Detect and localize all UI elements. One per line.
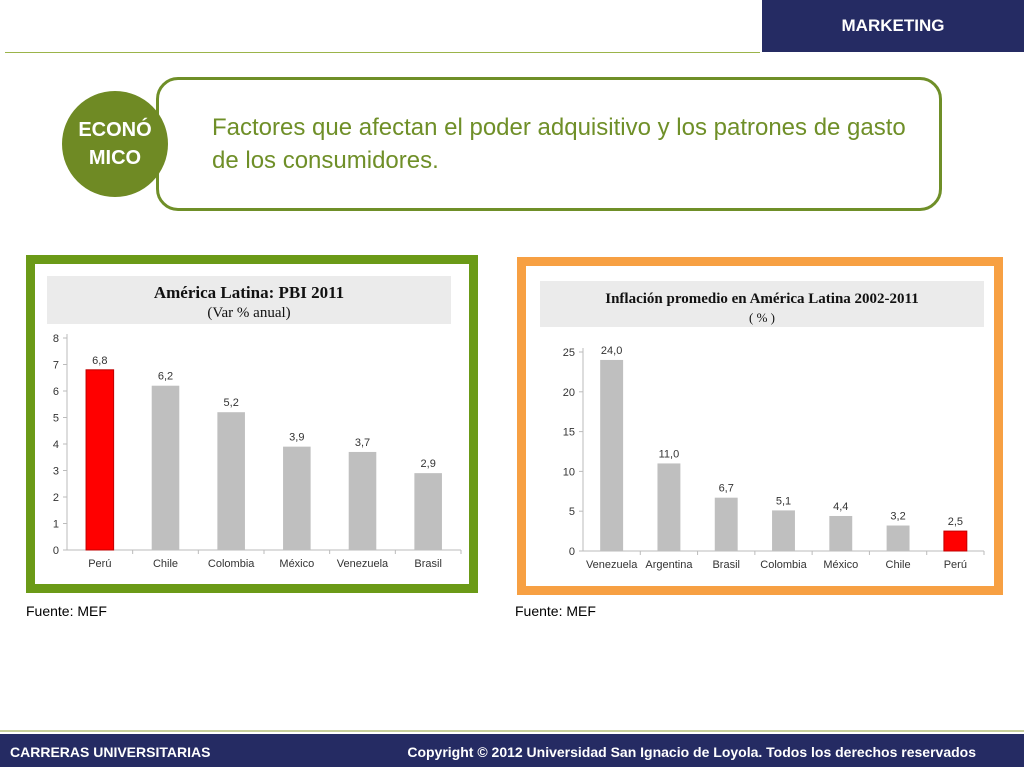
source-left: Fuente: MEF [26,603,107,619]
y-tick-label: 5 [569,506,575,518]
topic-circle: ECONÓ MICO [62,91,168,197]
bar-value-label: 6,7 [719,483,734,495]
x-tick-label: Colombia [760,559,807,571]
bar-2 [714,497,738,551]
y-tick-label: 7 [53,360,59,372]
y-tick-label: 3 [53,466,59,478]
bar-value-label: 5,1 [776,495,791,507]
bar-value-label: 4,4 [833,501,848,513]
x-tick-label: Venezuela [337,558,389,570]
x-tick-label: Colombia [208,558,255,570]
y-tick-label: 1 [53,519,59,531]
gdp-chart-panel: América Latina: PBI 2011 (Var % anual) 0 1 2… [26,255,478,593]
bar-5 [414,473,442,550]
footer-divider [0,730,1024,732]
x-tick-label: Venezuela [586,559,638,571]
x-tick-label: Argentina [645,559,693,571]
x-tick-label: Perú [88,558,111,570]
footer-copyright: Copyright © 2012 Universidad San Ignacio… [407,744,976,760]
section-badge: MARKETING [762,0,1024,52]
y-tick-label: 20 [563,387,575,399]
chart-title: América Latina: PBI 2011 [154,283,344,302]
bar-4 [829,515,853,551]
x-tick-label: Perú [944,559,967,571]
x-tick-label: México [279,558,314,570]
chart-subtitle: (Var % anual) [207,305,290,321]
bar-0 [85,369,115,551]
y-tick-label: 2 [53,492,59,504]
bar-value-label: 3,9 [289,432,304,444]
y-tick-label: 6 [53,386,59,398]
inflation-chart-panel: Inflación promedio en América Latina 200… [517,257,1003,595]
header-divider [5,52,760,53]
y-tick-label: 0 [53,545,59,557]
bar-0 [600,359,624,551]
bar-value-label: 2,9 [421,458,436,470]
bar-value-label: 2,5 [948,516,963,528]
chart-subtitle: ( % ) [749,310,775,325]
y-tick-label: 4 [53,439,59,451]
bar-2 [217,412,245,550]
bar-6 [943,530,968,552]
bar-value-label: 6,8 [92,355,107,367]
y-tick-label: 5 [53,413,59,425]
bar-value-label: 24,0 [601,345,622,357]
x-tick-label: Chile [886,559,911,571]
bar-5 [886,525,910,551]
bar-value-label: 11,0 [659,448,680,460]
bar-3 [772,510,795,551]
x-tick-label: México [823,559,858,571]
y-tick-label: 15 [563,427,575,439]
topic-circle-label: ECONÓ MICO [78,119,152,169]
y-tick-label: 10 [563,466,575,478]
bar-1 [151,385,180,550]
chart-title: Inflación promedio en América Latina 200… [605,291,918,307]
y-tick-label: 25 [563,347,575,359]
gdp-bar-chart: América Latina: PBI 2011 (Var % anual) 0 1 2… [47,276,462,570]
bar-4 [348,451,377,550]
x-tick-label: Brasil [712,559,740,571]
bar-value-label: 5,2 [224,397,239,409]
bar-3 [283,446,311,550]
chart-title-band [47,276,451,324]
topic-text: Factores que afectan el poder adquisitiv… [212,114,906,174]
x-tick-label: Brasil [414,558,442,570]
footer-left-text: CARRERAS UNIVERSITARIAS [10,744,211,760]
chart-title-band [540,281,984,327]
y-tick-label: 0 [569,546,575,558]
inflation-bar-chart: Inflación promedio en América Latina 200… [540,281,985,571]
x-tick-label: Chile [153,558,178,570]
y-tick-label: 8 [53,333,59,345]
footer-bar: CARRERAS UNIVERSITARIAS Copyright © 2012… [0,734,1024,767]
bar-value-label: 6,2 [158,371,173,383]
bar-1 [657,463,681,551]
bar-value-label: 3,7 [355,437,370,449]
source-right: Fuente: MEF [515,603,596,619]
topic-box [156,77,942,211]
bar-value-label: 3,2 [890,511,905,523]
